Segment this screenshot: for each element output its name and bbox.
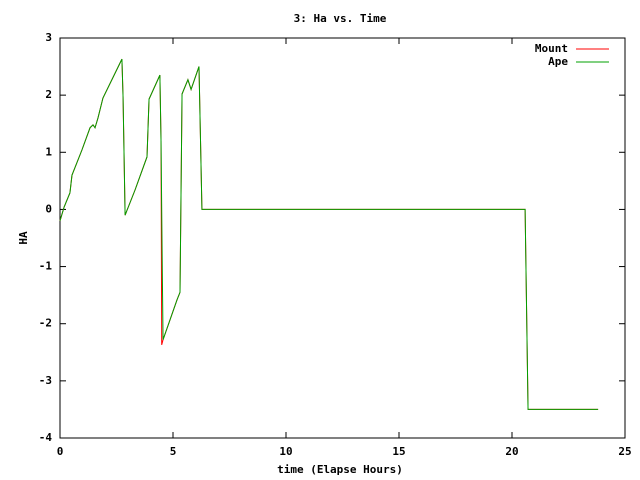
y-tick-label: 2 (45, 88, 52, 101)
x-tick-label: 20 (505, 445, 518, 458)
y-axis-label: HA (17, 231, 30, 245)
legend-label: Mount (535, 42, 568, 55)
legend-label: Ape (548, 55, 568, 68)
y-tick-label: -3 (39, 374, 52, 387)
x-tick-label: 15 (392, 445, 405, 458)
x-axis-label: time (Elapse Hours) (277, 463, 403, 476)
y-tick-label: -1 (39, 260, 53, 273)
x-tick-label: 5 (170, 445, 177, 458)
y-tick-label: -4 (39, 431, 53, 444)
y-tick-label: 1 (45, 145, 52, 158)
chart-title: 3: Ha vs. Time (294, 12, 387, 25)
data-line (59, 58, 599, 410)
plot-frame (59, 37, 626, 439)
y-tick-label: -2 (39, 317, 52, 330)
data-line (59, 58, 599, 410)
y-tick-label: 0 (45, 202, 52, 215)
x-tick-label: 25 (618, 445, 631, 458)
y-tick-label: 3 (45, 31, 52, 44)
x-tick-label: 0 (57, 445, 64, 458)
x-tick-label: 10 (279, 445, 292, 458)
